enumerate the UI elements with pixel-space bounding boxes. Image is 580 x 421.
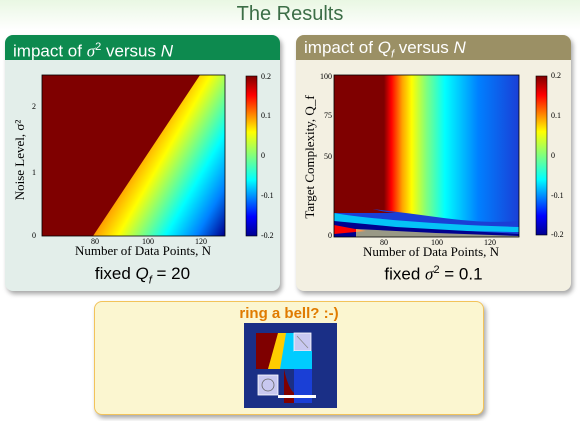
x-axis-label: Number of Data Points, N [75, 243, 212, 258]
header-var: N [160, 41, 174, 61]
y-tick: 0 [328, 231, 332, 240]
footer-prefix: fixed [384, 264, 426, 284]
cbar-tick: 0.1 [551, 111, 561, 120]
panel-footer-complexity: fixed σ2 = 0.1 [296, 264, 571, 285]
panel-header-noise: impact of σ2 versus N [5, 35, 280, 61]
header-prefix: impact of [304, 38, 378, 57]
slide-title: The Results [236, 3, 344, 25]
heatmap-red-region [42, 75, 200, 236]
thumbnail-image [244, 323, 337, 408]
footer-value: = 20 [151, 264, 191, 283]
y-tick: 75 [324, 111, 332, 120]
header-var: N [453, 38, 466, 57]
heatmap-complexity: 0.2 0.1 0 -0.1 -0.2 0 50 75 100 80 100 1… [302, 71, 564, 259]
x-tick: 80 [91, 237, 99, 246]
cbar-tick: 0.2 [261, 72, 271, 81]
cbar-tick: -0.2 [551, 230, 564, 239]
header-param: Q [377, 38, 391, 57]
x-axis-label: Number of Data Points, N [363, 244, 500, 259]
header-mid: versus [394, 38, 454, 57]
footer-param: Q [135, 264, 149, 283]
x-tick: 100 [142, 237, 154, 246]
y-axis-label: Target Complexity, Q_f [302, 95, 317, 219]
cbar-tick: -0.1 [551, 191, 564, 200]
footer-sup: 2 [433, 264, 440, 276]
panel-footer-noise: fixed Qf = 20 [5, 264, 280, 286]
y-tick: 100 [320, 72, 332, 81]
cbar-tick: 0.2 [551, 71, 561, 80]
y-tick: 1 [32, 168, 36, 177]
panel-header-complexity: impact of Qf versus N [296, 35, 571, 60]
y-tick: 0 [32, 231, 36, 240]
header-sub: f [390, 48, 394, 61]
cbar-tick: 0 [261, 151, 265, 160]
colorbar [245, 75, 258, 237]
x-tick: 120 [484, 238, 496, 247]
footer-value: = 0.1 [439, 264, 483, 284]
y-axis-label: Noise Level, σ² [12, 120, 27, 201]
x-tick: 80 [380, 238, 388, 247]
header-sup: 2 [95, 41, 102, 53]
ring-a-bell-title: ring a bell? :-) [239, 305, 339, 322]
cbar-tick: 0.1 [261, 111, 271, 120]
cbar-tick: 0 [551, 151, 555, 160]
header-prefix: impact of [13, 41, 87, 61]
cbar-tick: -0.2 [261, 231, 274, 240]
footer-prefix: fixed [94, 264, 136, 283]
x-tick: 120 [195, 237, 207, 246]
x-tick: 100 [431, 238, 443, 247]
footer-param: σ [425, 264, 434, 284]
footer-sub: f [148, 274, 152, 287]
cbar-tick: -0.1 [261, 191, 274, 200]
heatmap-red-corner [334, 185, 396, 213]
header-mid: versus [101, 41, 161, 61]
ring-a-bell-box: ring a bell? :-) [94, 301, 484, 415]
panel-complexity-vs-n: impact of Qf versus N [296, 35, 571, 291]
y-tick: 50 [324, 152, 332, 161]
header-param: σ [86, 41, 96, 61]
y-tick: 2 [32, 102, 36, 111]
heatmap-noise: 0.2 0.1 0 -0.1 -0.2 0 1 2 80 100 120 Num… [12, 72, 274, 258]
colorbar [535, 75, 548, 236]
panel-noise-vs-n: impact of σ2 versus N [5, 35, 280, 291]
